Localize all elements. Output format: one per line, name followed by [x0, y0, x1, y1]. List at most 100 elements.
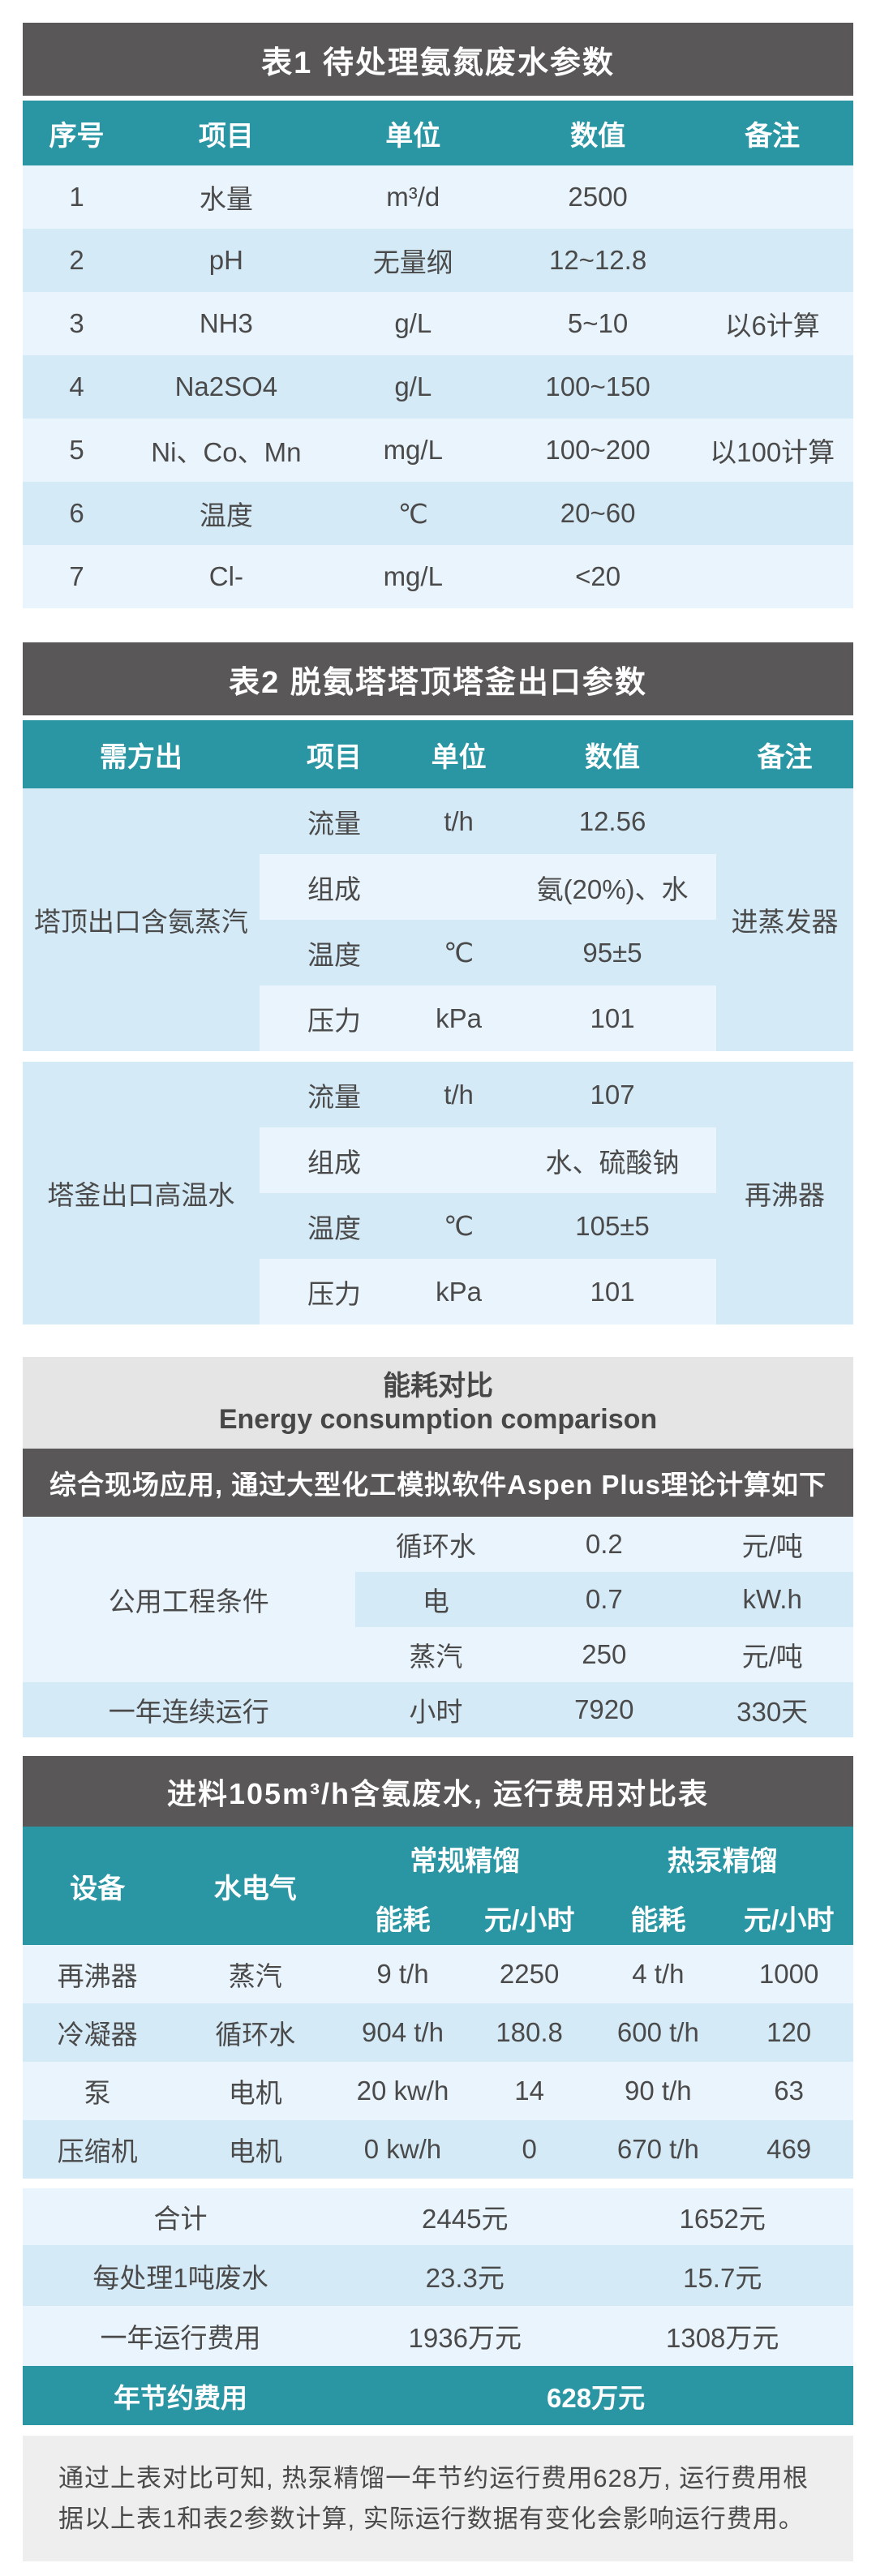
table1-cell: 无量纲: [321, 229, 505, 292]
table2-header-value: 数值: [509, 720, 717, 788]
table1-cell: 1: [23, 165, 131, 229]
table2-cell: 101: [509, 1259, 717, 1324]
table2-cell: t/h: [409, 788, 509, 854]
table2-header-remark: 备注: [716, 720, 853, 788]
energy-table: 公用工程条件 循环水 0.2 元/吨 电 0.7 kW.h 蒸汽 250 元/吨…: [23, 1517, 853, 1737]
table1-row: 4 Na2SO4 g/L 100~150: [23, 355, 853, 419]
table4-cell: 1000: [724, 1945, 853, 2003]
table1-row: 7 Cl- mg/L <20: [23, 545, 853, 608]
table2-row: 塔顶出口含氨蒸汽 流量 t/h 12.56 进蒸发器: [23, 788, 853, 1051]
table2-cell: t/h: [409, 1062, 509, 1127]
table2-cell: kPa: [409, 985, 509, 1051]
table1-cell: pH: [131, 229, 322, 292]
annual-savings-value: 628万元: [338, 2366, 853, 2425]
table1-header-value: 数值: [504, 101, 692, 165]
table1-cell: [691, 229, 853, 292]
table1-cell: mg/L: [321, 419, 505, 482]
annual-cost-heatpump: 1308万元: [591, 2306, 853, 2366]
table2-cell: ℃: [409, 1193, 509, 1259]
table1-header-seq: 序号: [23, 101, 131, 165]
table2-row: 组成 水、硫酸钠: [23, 1127, 853, 1193]
table1-cell: 12~12.8: [504, 229, 692, 292]
table1-cell: g/L: [321, 355, 505, 419]
table2-cell: 101: [509, 985, 717, 1051]
table2-cell: 压力: [259, 1259, 410, 1324]
utility-conditions-label: 公用工程条件: [23, 1517, 355, 1682]
table1-header-unit: 单位: [321, 101, 505, 165]
table1-row: 5 Ni、Co、Mn mg/L 100~200 以100计算: [23, 419, 853, 482]
table4-cell: 4 t/h: [591, 1945, 725, 2003]
table1-header: 序号 项目 单位 数值 备注: [23, 101, 853, 165]
table4-cell: 蒸汽: [172, 1945, 339, 2003]
table2-group-remark: 再沸器: [716, 1062, 853, 1324]
table1-cell: 20~60: [504, 482, 692, 545]
table1-cell: [691, 545, 853, 608]
energy-cell: 电: [354, 1572, 517, 1627]
table4-cell: 电机: [172, 2062, 339, 2120]
table2-row: 压力 kPa 101: [23, 985, 853, 1051]
table4-cell: 600 t/h: [591, 2003, 725, 2062]
table2-cell: 温度: [259, 920, 410, 985]
table2-row: 塔釜出口高温水 流量 t/h 107 再沸器: [23, 1062, 853, 1324]
table4-cell: 9 t/h: [338, 1945, 467, 2003]
table1-cell: 5~10: [504, 292, 692, 355]
table2-header-item: 项目: [259, 720, 410, 788]
table2-group-remark: 进蒸发器: [716, 788, 853, 1051]
energy-cell: 7920: [517, 1682, 692, 1737]
table1-cell: 100~150: [504, 355, 692, 419]
table1-cell: 以6计算: [691, 292, 853, 355]
table2-row: 压力 kPa 101: [23, 1259, 853, 1324]
table1-row: 6 温度 ℃ 20~60: [23, 482, 853, 545]
table4-subheader-row: 能耗 元/小时 能耗 元/小时: [23, 1890, 853, 1945]
table2-header-unit: 单位: [409, 720, 509, 788]
table1-cell: Na2SO4: [131, 355, 322, 419]
table4-cell: 14: [466, 2062, 592, 2120]
table4-title: 进料105m³/h含氨废水, 运行费用对比表: [166, 1776, 710, 1810]
table2-row: 组成 氨(20%)、水: [23, 854, 853, 920]
annual-cost-conventional: 1936万元: [338, 2306, 592, 2366]
footer-note: 通过上表对比可知, 热泵精馏一年节约运行费用628万, 运行费用根据以上表1和表…: [23, 2436, 853, 2562]
table2-title-bar: 表2 脱氨塔塔顶塔釜出口参数: [23, 642, 853, 715]
per-ton-heatpump: 15.7元: [591, 2245, 853, 2306]
table1-cell: <20: [504, 545, 692, 608]
table1-cell: [691, 355, 853, 419]
table4-header-utility: 水电气: [172, 1827, 339, 1945]
energy-section-header: 能耗对比 Energy consumption comparison: [23, 1357, 853, 1449]
table2-cell: 107: [509, 1062, 717, 1127]
table4-device: 冷凝器: [23, 2003, 173, 2062]
table4-row: 泵 电机 20 kw/h 14 90 t/h 63: [23, 2062, 853, 2120]
table4-header-row: 设备 水电气 常规精馏 热泵精馏: [23, 1827, 853, 1945]
table4-title-bar: 进料105m³/h含氨废水, 运行费用对比表: [23, 1756, 853, 1827]
energy-cell: kW.h: [691, 1572, 853, 1627]
per-ton-label: 每处理1吨废水: [23, 2245, 339, 2306]
energy-cell: 330天: [691, 1682, 853, 1737]
energy-cell: 0.7: [517, 1572, 692, 1627]
energy-row: 一年连续运行 小时 7920 330天: [23, 1682, 853, 1737]
table1-title-bar: 表1 待处理氨氮废水参数: [23, 23, 853, 96]
energy-cell: 元/吨: [691, 1517, 853, 1572]
table4-header-device: 设备: [23, 1827, 173, 1945]
table2-header-row: 需方出 项目 单位 数值 备注: [23, 720, 853, 788]
table4-cell: 电机: [172, 2120, 339, 2179]
table4-cell: 2250: [466, 1945, 592, 2003]
total-conventional: 2445元: [338, 2188, 592, 2245]
energy-cell: 250: [517, 1627, 692, 1682]
table4-cell: 180.8: [466, 2003, 592, 2062]
table2-cell: 12.56: [509, 788, 717, 854]
table1-title: 表1 待处理氨氮废水参数: [261, 45, 615, 80]
table2: 需方出 项目 单位 数值 备注 塔顶出口含氨蒸汽 流量 t/h 12.56 进蒸…: [23, 720, 853, 1324]
table1-cell: NH3: [131, 292, 322, 355]
energy-cell: 蒸汽: [354, 1627, 517, 1682]
table1-cell: [691, 482, 853, 545]
table1-cell: 100~200: [504, 419, 692, 482]
table4-cell: 120: [724, 2003, 853, 2062]
energy-cell: 元/吨: [691, 1627, 853, 1682]
table1-cell: 温度: [131, 482, 322, 545]
table2-header-source: 需方出: [23, 720, 260, 788]
annual-savings-label: 年节约费用: [23, 2366, 339, 2425]
table4-cell: 469: [724, 2120, 853, 2179]
table2-cell: 压力: [259, 985, 410, 1051]
table1-row: 3 NH3 g/L 5~10 以6计算: [23, 292, 853, 355]
table4-subheader-cost: 元/小时: [724, 1890, 853, 1945]
